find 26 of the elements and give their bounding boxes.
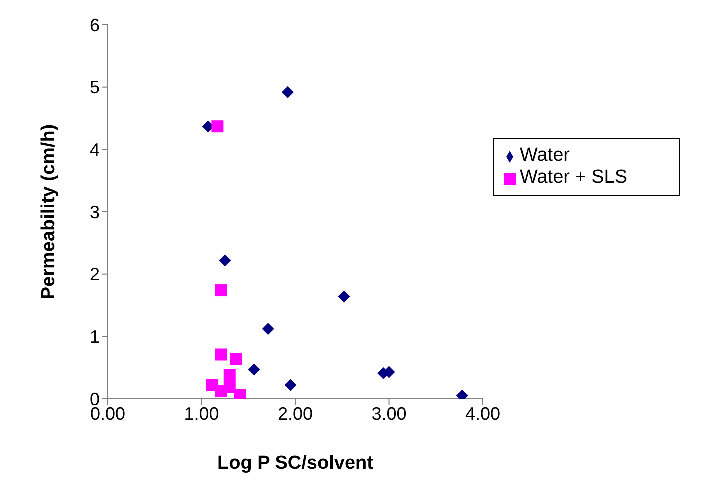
y-tick-label: 5 — [90, 78, 100, 98]
x-tick-label: 4.00 — [465, 404, 501, 424]
x-axis-title: Log P SC/solvent — [218, 453, 374, 474]
point — [248, 364, 260, 376]
y-tick-label: 4 — [90, 140, 100, 160]
point — [215, 284, 228, 297]
point — [282, 86, 294, 98]
point — [212, 120, 224, 133]
point — [219, 254, 232, 267]
x-tick-label: 1.00 — [184, 404, 220, 424]
legend-label: Water + SLS — [520, 167, 628, 188]
y-axis-title: Permeability (cm/h) — [38, 124, 60, 300]
point — [284, 379, 297, 392]
x-tick-label: 2.00 — [278, 404, 314, 424]
point — [230, 353, 242, 366]
legend-label: Water — [520, 145, 570, 166]
y-tick-label: 6 — [90, 15, 100, 36]
y-tick-label: 1 — [90, 327, 100, 348]
point — [262, 323, 274, 336]
point — [215, 348, 228, 361]
point — [224, 381, 236, 394]
point — [338, 290, 350, 303]
y-tick-label: 3 — [90, 202, 100, 222]
x-tick-label: 3.00 — [372, 404, 407, 424]
point — [224, 369, 236, 382]
y-tick-label: 2 — [90, 264, 100, 285]
